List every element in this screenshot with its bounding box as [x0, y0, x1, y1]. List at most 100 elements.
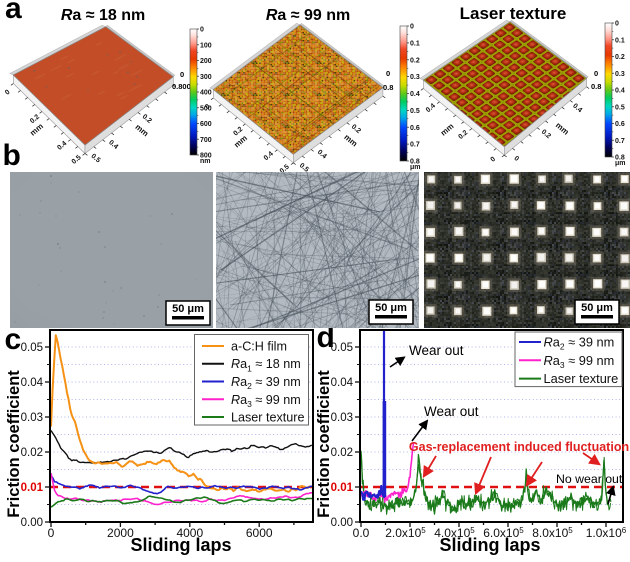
svg-text:0.8: 0.8 [591, 82, 601, 91]
svg-text:0: 0 [512, 155, 520, 163]
svg-text:6.0x105: 6.0x105 [483, 526, 524, 540]
svg-text:0.7: 0.7 [410, 142, 420, 149]
svg-text:0.5: 0.5 [71, 154, 83, 166]
svg-text:0.4: 0.4 [56, 140, 68, 152]
svg-text:0.6: 0.6 [615, 121, 625, 128]
svg-text:0.01: 0.01 [331, 482, 354, 494]
svg-text:Wear out: Wear out [424, 404, 479, 419]
svg-text:0.1: 0.1 [615, 37, 625, 44]
svg-text:Sliding laps: Sliding laps [439, 535, 540, 555]
svg-text:0.2: 0.2 [29, 113, 41, 125]
svg-text:Laser texture: Laser texture [544, 371, 619, 386]
svg-text:0.4: 0.4 [263, 150, 275, 162]
svg-text:0.4: 0.4 [615, 88, 625, 95]
svg-text:50 μm: 50 μm [172, 303, 204, 315]
svg-text:Ra3 ≈ 99 nm: Ra3 ≈ 99 nm [544, 353, 615, 370]
svg-text:0.05: 0.05 [21, 342, 43, 354]
svg-text:Ra1 ≈ 18 nm: Ra1 ≈ 18 nm [231, 357, 301, 373]
svg-text:0.5: 0.5 [410, 108, 420, 115]
svg-text:Wear out: Wear out [409, 343, 464, 358]
svg-text:Sliding laps: Sliding laps [130, 535, 231, 555]
svg-text:0.2: 0.2 [350, 123, 362, 135]
svg-text:1.0x106: 1.0x106 [586, 526, 627, 540]
svg-text:μm: μm [410, 164, 421, 171]
svg-text:0: 0 [204, 103, 212, 111]
svg-text:50 μm: 50 μm [375, 302, 407, 314]
svg-text:700: 700 [200, 137, 212, 144]
svg-text:Friction coefficient: Friction coefficient [5, 370, 23, 518]
svg-text:0.2: 0.2 [410, 57, 420, 64]
svg-text:a-C:H film: a-C:H film [231, 340, 287, 354]
svg-text:400: 400 [200, 90, 212, 97]
svg-text:0.8: 0.8 [410, 159, 420, 166]
svg-text:Laser texture: Laser texture [231, 411, 305, 425]
svg-text:0.03: 0.03 [331, 412, 353, 424]
svg-text:Friction coefficient: Friction coefficient [315, 370, 333, 518]
svg-text:0.4: 0.4 [425, 102, 437, 114]
svg-text:0.00: 0.00 [21, 517, 43, 529]
svg-text:0.02: 0.02 [21, 447, 43, 459]
svg-text:0.8: 0.8 [383, 83, 393, 92]
svg-text:0: 0 [615, 21, 619, 28]
svg-text:nm: nm [200, 158, 211, 165]
svg-text:800: 800 [200, 153, 212, 160]
svg-text:0.5: 0.5 [89, 153, 101, 165]
svg-text:0.2: 0.2 [540, 129, 552, 141]
svg-text:0.5: 0.5 [615, 104, 625, 111]
svg-text:0: 0 [410, 24, 414, 31]
svg-text:0.7: 0.7 [615, 138, 625, 145]
svg-text:0.4: 0.4 [107, 139, 119, 151]
svg-text:mm: mm [342, 132, 359, 148]
svg-text:8.0x105: 8.0x105 [532, 526, 573, 540]
svg-text:0.2: 0.2 [615, 54, 625, 61]
svg-text:0.5: 0.5 [298, 162, 310, 172]
svg-text:4.0x105: 4.0x105 [434, 526, 475, 540]
svg-text:0.03: 0.03 [21, 412, 43, 424]
svg-text:2000: 2000 [107, 526, 134, 540]
svg-text:0.4: 0.4 [410, 91, 420, 98]
svg-text:0.3: 0.3 [410, 74, 420, 81]
svg-text:Gas-replacement induced fluctu: Gas-replacement induced fluctuation [409, 440, 629, 454]
svg-text:0.2: 0.2 [457, 129, 469, 141]
svg-text:Ra2 ≈ 39 nm: Ra2 ≈ 39 nm [231, 375, 301, 391]
svg-text:Ra3 ≈ 99 nm: Ra3 ≈ 99 nm [231, 393, 301, 409]
svg-text:0.01: 0.01 [21, 482, 44, 494]
svg-text:0: 0 [489, 156, 497, 164]
svg-text:Ra2 ≈ 39 nm: Ra2 ≈ 39 nm [544, 335, 615, 352]
svg-text:0: 0 [386, 69, 390, 78]
svg-text:0.4: 0.4 [316, 149, 328, 161]
svg-text:0: 0 [594, 69, 598, 78]
svg-text:600: 600 [200, 121, 212, 128]
svg-text:0.6: 0.6 [410, 125, 420, 132]
svg-text:0.2: 0.2 [141, 113, 153, 125]
svg-text:300: 300 [200, 74, 212, 81]
svg-text:0.8: 0.8 [615, 155, 625, 162]
svg-text:mm: mm [439, 122, 456, 138]
svg-text:6000: 6000 [246, 526, 273, 540]
svg-text:0.800: 0.800 [172, 82, 191, 91]
svg-text:0.5: 0.5 [279, 163, 291, 172]
svg-text:No wear out: No wear out [556, 472, 623, 486]
svg-text:0.05: 0.05 [331, 342, 353, 354]
svg-text:0.2: 0.2 [232, 126, 244, 138]
svg-text:0.3: 0.3 [615, 71, 625, 78]
svg-text:0: 0 [48, 526, 55, 540]
svg-text:2.0x105: 2.0x105 [385, 526, 426, 540]
svg-text:0: 0 [180, 70, 184, 79]
svg-text:0.1: 0.1 [410, 41, 420, 48]
svg-text:0: 0 [200, 27, 204, 34]
svg-text:0.0: 0.0 [353, 526, 370, 540]
svg-text:100: 100 [200, 42, 212, 49]
svg-text:mm: mm [28, 122, 45, 138]
svg-text:4000: 4000 [176, 526, 203, 540]
svg-text:mm: mm [133, 122, 150, 138]
svg-text:500: 500 [200, 105, 212, 112]
svg-text:0.04: 0.04 [21, 377, 44, 389]
svg-text:0.02: 0.02 [331, 447, 353, 459]
svg-text:0: 0 [4, 89, 12, 97]
svg-text:mm: mm [554, 121, 571, 137]
svg-text:50 μm: 50 μm [581, 302, 613, 314]
svg-text:0.04: 0.04 [331, 377, 354, 389]
svg-text:μm: μm [615, 160, 626, 167]
svg-text:0.4: 0.4 [571, 103, 583, 115]
